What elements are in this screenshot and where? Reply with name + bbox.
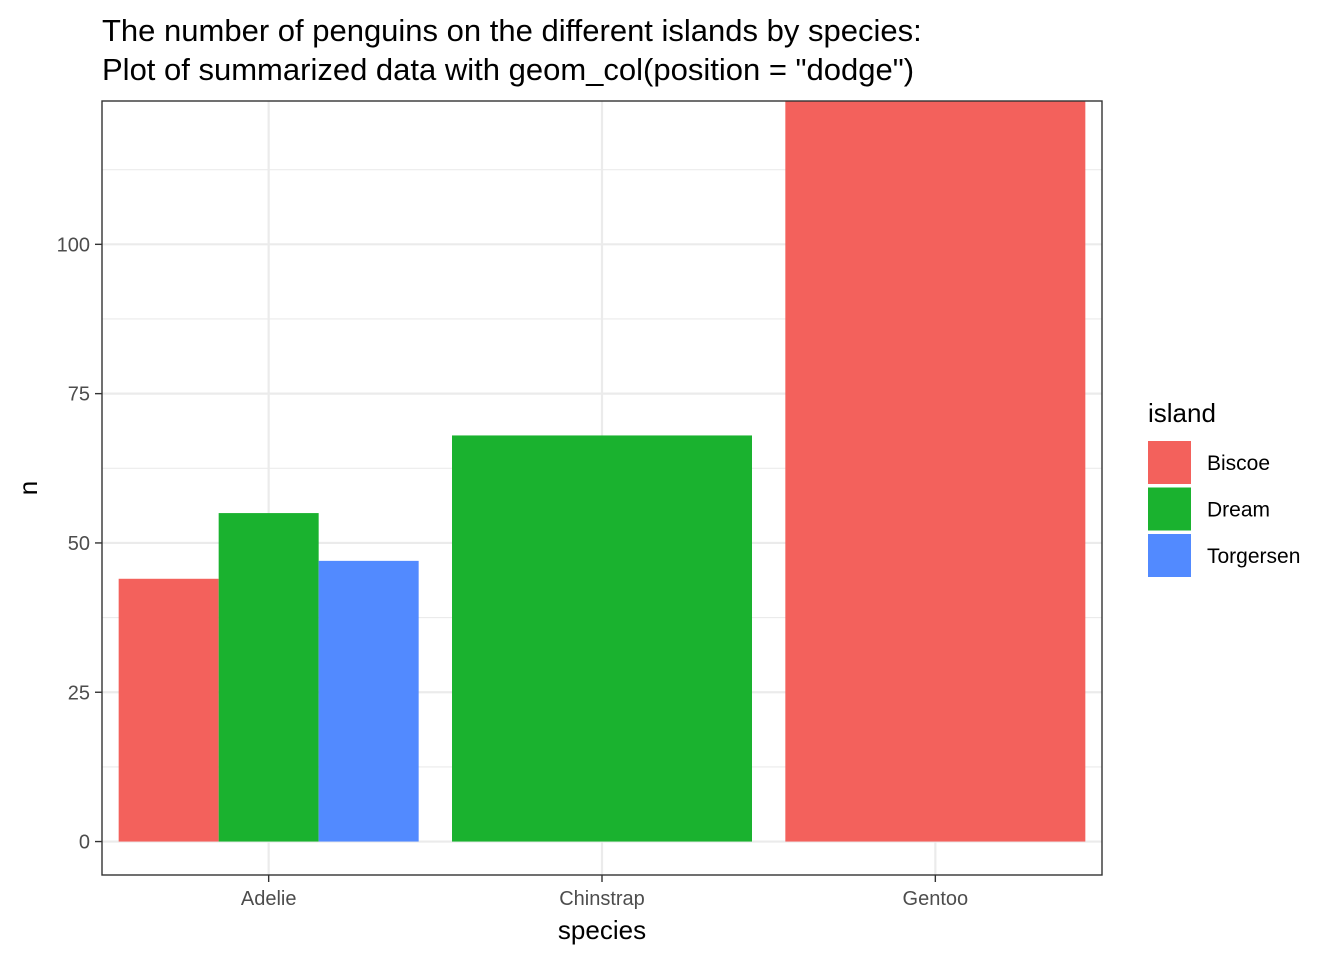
y-tick-label-3: 75 <box>68 384 90 406</box>
bar-adelie-biscoe <box>118 578 219 842</box>
x-axis: Adelie Chinstrap Gentoo <box>241 875 968 910</box>
bar-adelie-dream <box>218 513 319 842</box>
y-tick-label-0: 0 <box>79 832 90 854</box>
bar-gentoo-biscoe <box>785 101 1086 842</box>
legend-key-torgersen <box>1148 534 1191 577</box>
bars-group <box>118 101 1086 842</box>
legend-label-biscoe: Biscoe <box>1207 452 1270 475</box>
y-tick-label-1: 25 <box>68 682 90 704</box>
x-tick-label-adelie: Adelie <box>241 888 297 910</box>
legend-key-dream <box>1148 487 1191 531</box>
y-axis-title: n <box>13 481 43 495</box>
legend: island Biscoe Dream Torgersen <box>1148 398 1300 577</box>
chart-title-line-2: Plot of summarized data with geom_col(po… <box>102 52 914 87</box>
legend-key-biscoe <box>1148 441 1191 484</box>
legend-label-torgersen: Torgersen <box>1207 545 1300 568</box>
x-tick-label-gentoo: Gentoo <box>903 888 969 910</box>
legend-items: Biscoe Dream Torgersen <box>1148 441 1300 577</box>
legend-title: island <box>1148 398 1216 428</box>
bar-adelie-torgersen <box>318 560 419 842</box>
x-tick-label-chinstrap: Chinstrap <box>559 888 645 910</box>
bar-chinstrap-dream <box>452 435 752 842</box>
chart-title: The number of penguins on the different … <box>102 13 922 87</box>
y-axis: 0 25 50 75 100 <box>57 234 102 854</box>
y-tick-label-2: 50 <box>68 533 90 555</box>
legend-label-dream: Dream <box>1207 499 1270 522</box>
y-tick-label-4: 100 <box>57 234 90 256</box>
x-axis-title: species <box>558 915 646 945</box>
chart-title-line-1: The number of penguins on the different … <box>102 13 922 48</box>
